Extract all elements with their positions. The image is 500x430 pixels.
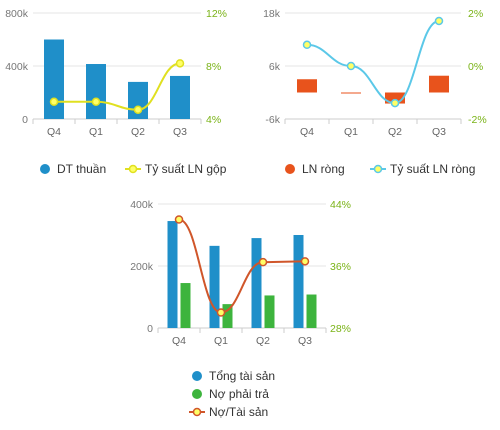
y-right-tick-label: 12% [206,8,227,20]
legend-marker [285,164,295,174]
bar-nợ-phải-trả [264,295,275,328]
bar-ln-ròng [385,92,405,104]
y-right-tick-label: -2% [468,114,487,126]
line-point [300,257,310,266]
legend-label: Tổng tài sản [209,369,275,383]
line-point [390,98,400,108]
y-left-tick-label: 200k [130,261,154,273]
legend-label: Nợ phải trả [209,387,269,401]
chart-3: 0 200k 400k 28% 36% 44% Q4 Q1 Q2 Q3 Tổng tài sản Nợ… [130,199,351,419]
y-left-tick-label: 18k [263,8,281,20]
y-right-tick-label: 8% [206,61,221,73]
line-point [302,40,312,50]
x-tick-label: Q2 [388,126,402,138]
line-point [174,215,184,224]
line-series [178,218,306,314]
y-left-tick-label: 400k [5,61,29,73]
x-tick-label: Q2 [131,126,145,138]
y-left-tick-label: 800k [5,8,29,20]
x-tick-label: Q3 [298,335,312,347]
x-tick-label: Q4 [47,126,61,138]
y-right-tick-label: 0% [468,61,483,73]
legend-label: Tỷ suất LN gộp [145,162,227,176]
bar-nợ-phải-trả [222,304,233,328]
bar-nợ-phải-trả [180,283,191,328]
bar-dt-thuần [86,64,106,119]
legend-label: Nợ/Tài sản [209,405,268,419]
y-right-tick-label: 36% [330,261,351,273]
x-tick-label: Q3 [173,126,187,138]
bar-nợ-phải-trả [306,294,317,328]
line-point [91,97,101,107]
y-left-tick-label: 0 [147,323,153,335]
legend-line-point [128,164,138,174]
legend-label: Tỷ suất LN ròng [390,162,475,176]
bar-ln-ròng [297,79,317,93]
bar-dt-thuần [44,39,64,119]
x-tick-label: Q3 [432,126,446,138]
x-tick-label: Q4 [300,126,314,138]
legend-label: DT thuần [57,162,106,176]
x-tick-label: Q2 [256,335,270,347]
y-right-tick-label: 28% [330,323,351,335]
legend-marker [192,371,202,381]
line-point [49,97,59,107]
line-series [54,62,181,111]
bar-tổng-tài-sản [251,238,262,328]
legend-line-point [373,164,383,174]
x-tick-label: Q1 [89,126,103,138]
legend-line-point [192,407,202,417]
bar-tổng-tài-sản [167,221,178,328]
y-left-tick-label: -6k [265,114,280,126]
bar-ln-ròng [429,75,449,93]
bar-tổng-tài-sản [209,245,220,328]
chart-2: -6k 6k 18k -2% 0% 2% Q4 Q1 Q2 Q3 LN ròng Tỷ suất LN… [263,8,487,176]
legend-marker [192,389,202,399]
line-point [434,16,444,26]
line-point [216,308,226,317]
bar-dt-thuần [170,75,190,119]
legend-label: LN ròng [302,162,345,176]
line-point [133,105,143,114]
line-point [175,59,185,68]
x-tick-label: Q4 [172,335,186,347]
y-right-tick-label: 44% [330,199,351,211]
x-tick-label: Q1 [344,126,358,138]
line-point [258,257,268,267]
y-left-tick-label: 400k [130,199,154,211]
bar-ln-ròng [341,92,361,94]
x-tick-label: Q1 [214,335,228,347]
line-series [306,19,440,105]
chart-1: 0 400k 800k 4% 8% 12% Q4 Q1 Q2 Q3 DT thuần Tỷ suất … [5,8,227,176]
legend-marker [40,164,50,174]
y-left-tick-label: 0 [22,114,28,126]
bar-tổng-tài-sản [293,235,304,328]
y-left-tick-label: 6k [269,61,281,73]
y-right-tick-label: 4% [206,114,221,126]
y-right-tick-label: 2% [468,8,483,20]
line-point [346,61,356,71]
